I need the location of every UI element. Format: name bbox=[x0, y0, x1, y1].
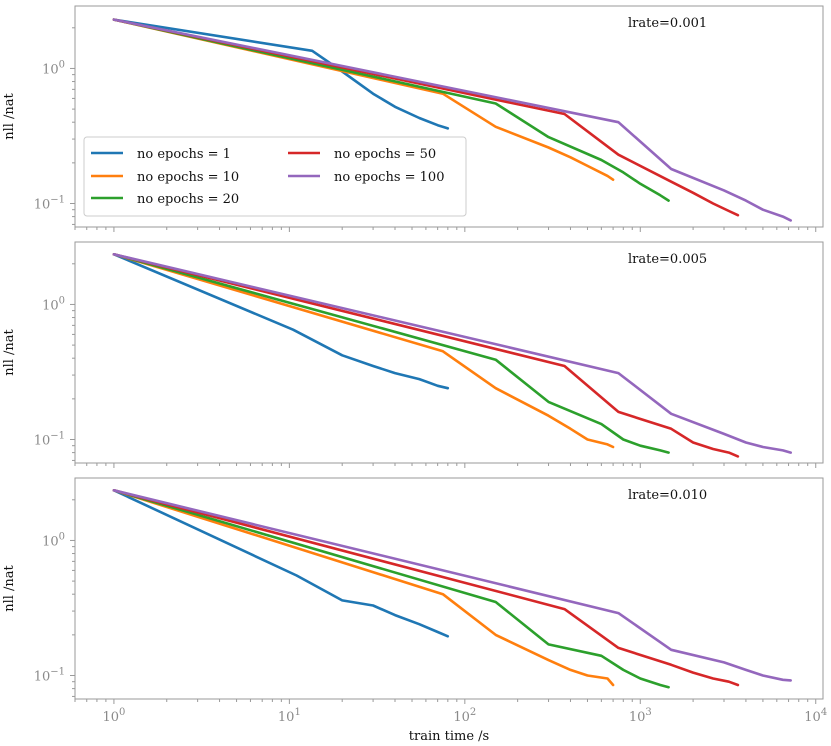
y-tick-label: 10−1 bbox=[34, 667, 65, 685]
y-tick-label: 10−1 bbox=[34, 431, 65, 449]
x-tick-label: 101 bbox=[278, 707, 301, 725]
series-line-2 bbox=[112, 488, 615, 687]
series-line-4 bbox=[112, 253, 740, 458]
y-tick-label: 10−1 bbox=[34, 195, 65, 213]
series-line-1 bbox=[112, 18, 450, 130]
legend-label: no epochs = 100 bbox=[334, 170, 444, 185]
panel-label: lrate=0.010 bbox=[628, 488, 707, 503]
x-tick-label: 104 bbox=[804, 707, 827, 725]
x-tick-label: 100 bbox=[102, 707, 125, 725]
series-line-3 bbox=[112, 488, 670, 689]
series-line-2 bbox=[112, 253, 615, 449]
y-tick-label: 100 bbox=[42, 59, 65, 77]
legend-box bbox=[83, 136, 467, 217]
y-axis-label: nll /nat bbox=[2, 328, 17, 375]
series-line-5 bbox=[112, 488, 793, 682]
legend-label: no epochs = 20 bbox=[137, 192, 239, 207]
series-line-3 bbox=[112, 18, 670, 202]
series-line-4 bbox=[112, 488, 740, 687]
legend-label: no epochs = 10 bbox=[137, 170, 239, 185]
plot-frame bbox=[74, 241, 824, 464]
series-line-3 bbox=[112, 253, 670, 454]
x-tick-label: 103 bbox=[629, 707, 652, 725]
panel-3: 100 10−1 nll /nat lrate=0.010 bbox=[2, 477, 824, 704]
legend-label: no epochs = 1 bbox=[137, 147, 231, 162]
y-axis-label: nll /nat bbox=[2, 564, 17, 611]
legend: no epochs = 1 no epochs = 10 no epochs = 2… bbox=[83, 136, 467, 217]
x-tick-label: 102 bbox=[453, 707, 476, 725]
series-line-2 bbox=[112, 18, 615, 181]
panel-label: lrate=0.001 bbox=[628, 16, 707, 31]
plot-frame bbox=[74, 5, 824, 228]
panel-label: lrate=0.005 bbox=[628, 252, 707, 267]
series-line-5 bbox=[112, 253, 793, 454]
legend-label: no epochs = 50 bbox=[334, 147, 436, 162]
series-line-5 bbox=[112, 18, 793, 222]
y-tick-label: 100 bbox=[42, 531, 65, 549]
series-line-1 bbox=[112, 488, 450, 638]
panel-2: 100 10−1 nll /nat lrate=0.005 bbox=[2, 241, 824, 468]
y-axis-label: nll /nat bbox=[2, 92, 17, 139]
plot-frame bbox=[74, 477, 824, 700]
y-tick-label: 100 bbox=[42, 295, 65, 313]
series-line-1 bbox=[112, 253, 450, 390]
x-axis-label: train time /s bbox=[409, 729, 489, 744]
series-line-4 bbox=[112, 18, 740, 217]
